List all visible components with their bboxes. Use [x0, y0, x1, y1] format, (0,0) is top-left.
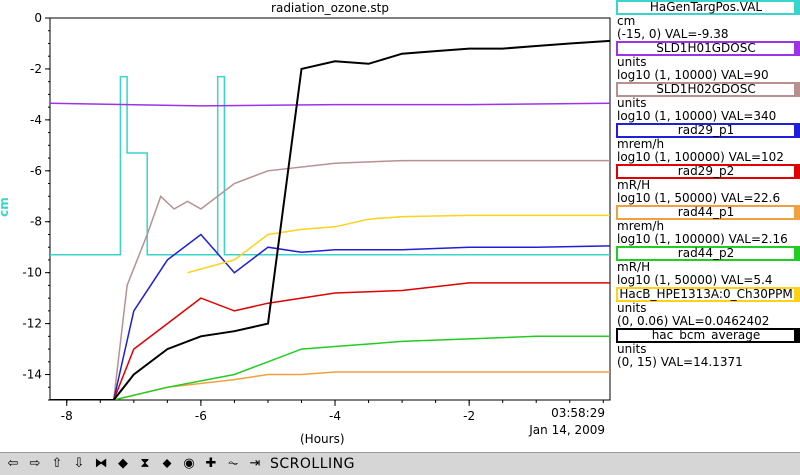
- plot-frame: [49, 17, 611, 401]
- y-tick-label: -8: [30, 215, 42, 229]
- y-tick-label: -10: [22, 266, 42, 280]
- legend-series-unit: units: [617, 96, 647, 110]
- legend-series-range: log10 (1, 50000) VAL=22.6: [617, 191, 781, 205]
- zoom-out-y-button[interactable]: ⬥: [162, 456, 172, 471]
- legend-series-name[interactable]: HaGenTargPos.VAL: [616, 0, 800, 15]
- y-tick-label: 0: [34, 11, 42, 25]
- legend-series-unit: mrem/h: [617, 219, 665, 233]
- series-line-rad29_p1: [112, 233, 610, 400]
- legend-item: rad44_p2 mR/H log10 (1, 50000) VAL=5.4: [612, 246, 800, 287]
- x-axis-label: (Hours): [300, 432, 345, 446]
- y-tick-label: -12: [22, 317, 42, 331]
- pan-right-button[interactable]: ⇨: [29, 456, 41, 471]
- x-tick-label: -6: [195, 409, 207, 423]
- x-tick-label: -2: [463, 409, 475, 423]
- scroll-end-button[interactable]: ⇥: [249, 456, 261, 471]
- end-time-label: 03:58:29: [551, 406, 605, 420]
- legend-series-name[interactable]: rad44_p1: [616, 205, 800, 220]
- legend-series-unit: mrem/h: [617, 137, 665, 151]
- legend-item: hac_bcm_average units (0, 15) VAL=14.1371: [612, 328, 800, 369]
- scroll-mode-button[interactable]: ⏦: [227, 456, 239, 471]
- legend-item: rad29_p2 mR/H log10 (1, 50000) VAL=22.6: [612, 164, 800, 205]
- y-tick-label: -6: [30, 164, 42, 178]
- legend-series-range: log10 (1, 10000) VAL=340: [617, 109, 777, 123]
- zoom-out-x-button[interactable]: ◆: [118, 456, 128, 471]
- legend-item: HaGenTargPos.VAL cm (-15, 0) VAL=-9.38: [612, 0, 800, 41]
- legend-series-unit: units: [617, 55, 647, 69]
- legend-series-range: (-15, 0) VAL=-9.38: [617, 27, 729, 41]
- y-tick-label: -4: [30, 113, 42, 127]
- legend-series-range: log10 (1, 100000) VAL=2.16: [617, 232, 788, 246]
- legend-series-range: (0, 0.06) VAL=0.0462402: [617, 314, 770, 328]
- series-line-SLD1H02GDOSC: [112, 159, 610, 400]
- legend-series-name[interactable]: rad29_p2: [616, 164, 800, 179]
- legend-series-name[interactable]: HacB_HPE1313A:0_Ch30PPM: [616, 287, 800, 302]
- legend-series-range: log10 (1, 100000) VAL=102: [617, 150, 784, 164]
- zoom-in-y-button[interactable]: ⧗: [140, 456, 150, 471]
- legend-item: SLD1H02GDOSC units log10 (1, 10000) VAL=34…: [612, 82, 800, 123]
- pan-up-button[interactable]: ⇧: [51, 456, 63, 471]
- legend-item: SLD1H01GDOSC units log10 (1, 10000) VAL=90: [612, 41, 800, 82]
- legend-series-unit: units: [617, 301, 647, 315]
- legend-series-unit: units: [617, 342, 647, 356]
- series-line-HacB_HPE1313A:0_Ch30PPM: [187, 214, 610, 274]
- legend-panel: HaGenTargPos.VAL cm (-15, 0) VAL=-9.38 SLD1…: [612, 0, 800, 369]
- y-tick-label: -2: [30, 62, 42, 76]
- x-tick-label: -8: [61, 409, 73, 423]
- plot-area[interactable]: 0 -2 -4 -6 -8 -10 -12 -14 -8 -6 -4 -2: [0, 0, 612, 452]
- x-tick-label: -4: [329, 409, 341, 423]
- legend-item: HacB_HPE1313A:0_Ch30PPM units (0, 0.06) VA…: [612, 287, 800, 328]
- series-line-rad29_p2: [113, 282, 610, 400]
- legend-series-range: log10 (1, 50000) VAL=5.4: [617, 273, 773, 287]
- legend-series-name[interactable]: rad29_p1: [616, 123, 800, 138]
- series-line-rad44_p2: [113, 335, 610, 400]
- legend-series-range: log10 (1, 10000) VAL=90: [617, 68, 769, 82]
- legend-series-unit: cm: [617, 14, 636, 28]
- end-date-label: Jan 14, 2009: [529, 423, 605, 437]
- toolbar: ⇦ ⇨ ⇧ ⇩ ⧓ ◆ ⧗ ⬥ ◉ ✚ ⏦ ⇥ SCROLLING: [0, 452, 800, 475]
- legend-series-name[interactable]: SLD1H02GDOSC: [616, 82, 800, 97]
- series-line-rad44_p1: [113, 371, 610, 400]
- zoom-in-x-button[interactable]: ⧓: [94, 456, 108, 471]
- legend-series-unit: mR/H: [617, 260, 651, 274]
- pan-down-button[interactable]: ⇩: [73, 456, 85, 471]
- pan-left-button[interactable]: ⇦: [7, 456, 19, 471]
- legend-series-unit: mR/H: [617, 178, 651, 192]
- config-button[interactable]: ✚: [205, 456, 217, 471]
- legend-series-name[interactable]: hac_bcm_average: [616, 328, 800, 343]
- chart-title: radiation_ozone.stp: [271, 1, 389, 15]
- legend-series-name[interactable]: rad44_p2: [616, 246, 800, 261]
- legend-item: rad29_p1 mrem/h log10 (1, 100000) VAL=102: [612, 123, 800, 164]
- scroll-status: SCROLLING: [270, 456, 355, 472]
- legend-series-name[interactable]: SLD1H01GDOSC: [616, 41, 800, 56]
- series-line-hac_bcm_average: [50, 39, 610, 400]
- auto-scale-button[interactable]: ◉: [183, 456, 195, 471]
- legend-series-range: (0, 15) VAL=14.1371: [617, 355, 743, 369]
- series-line-SLD1H01GDOSC: [50, 102, 610, 107]
- legend-item: rad44_p1 mrem/h log10 (1, 100000) VAL=2.16: [612, 205, 800, 246]
- y-tick-label: -14: [22, 368, 42, 382]
